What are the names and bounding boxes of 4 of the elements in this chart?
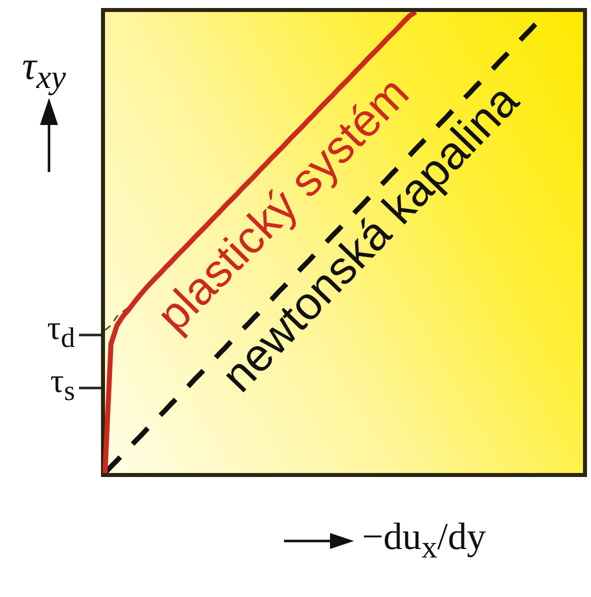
text: τ$_{d}$ [47, 310, 75, 354]
text: τ$_{s}$ [50, 363, 75, 408]
x-axis-title: −du$_{x}$/dy [362, 516, 486, 565]
y-axis-title: τ$_{xy}$ [22, 43, 66, 96]
